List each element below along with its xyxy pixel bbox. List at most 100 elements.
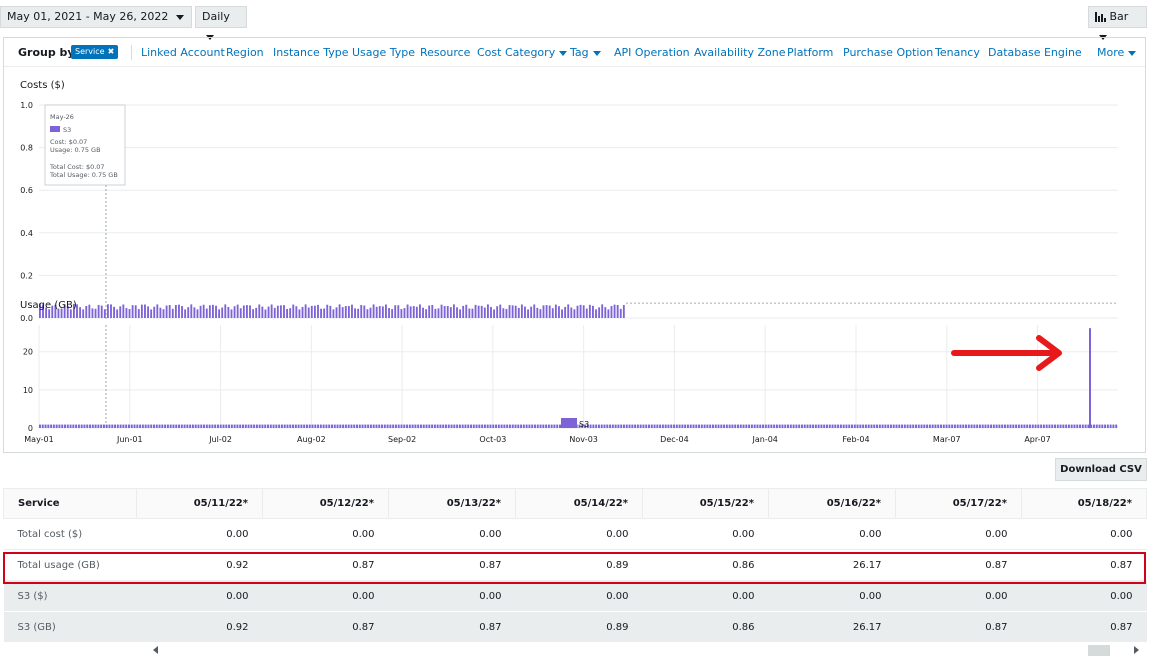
- cost-bar: [443, 306, 446, 318]
- usage-bar: [483, 424, 486, 428]
- scrollbar-thumb[interactable]: [1088, 645, 1110, 656]
- column-header[interactable]: Service: [3, 488, 137, 519]
- cost-bar: [588, 304, 591, 318]
- table-cell: 0.87: [895, 611, 1022, 643]
- usage-bar: [1106, 424, 1109, 428]
- group-by-usage-type[interactable]: Usage Type: [352, 46, 416, 59]
- granularity-dropdown[interactable]: Daily: [195, 6, 247, 40]
- cost-bar: [622, 304, 625, 318]
- group-by-purchase-option[interactable]: Purchase Option: [843, 46, 934, 59]
- cost-bar: [502, 308, 505, 318]
- usage-bar: [698, 424, 701, 428]
- column-header[interactable]: 05/17/22*: [895, 488, 1022, 519]
- column-header[interactable]: 05/15/22*: [642, 488, 769, 519]
- group-by-more[interactable]: More: [1097, 46, 1137, 59]
- usage-bar: [433, 424, 436, 428]
- cost-bar: [425, 309, 428, 318]
- cost-bar: [295, 306, 298, 318]
- usage-bar: [69, 424, 72, 428]
- table-cell: 0.00: [895, 518, 1022, 550]
- group-by-api-operation[interactable]: API Operation: [614, 46, 690, 59]
- group-by-region[interactable]: Region: [226, 46, 264, 59]
- cost-bar: [545, 305, 548, 318]
- usage-bar: [1045, 424, 1048, 428]
- column-header[interactable]: 05/11/22*: [136, 488, 263, 519]
- usage-bar: [369, 424, 372, 428]
- usage-bar: [917, 424, 920, 428]
- usage-bar: [753, 424, 756, 428]
- cost-bar: [137, 309, 140, 318]
- usage-bar: [492, 424, 495, 428]
- usage-bar: [358, 424, 361, 428]
- scroll-left-arrow-icon[interactable]: [153, 646, 158, 654]
- usage-bar: [547, 424, 550, 428]
- table-cell: 0.87: [895, 549, 1022, 581]
- usage-bar: [1051, 424, 1054, 428]
- cost-bar: [218, 309, 221, 318]
- group-by-instance-type[interactable]: Instance Type: [273, 46, 349, 59]
- cost-bar: [474, 304, 477, 318]
- cost-bar: [601, 304, 604, 318]
- cost-bar: [419, 304, 421, 318]
- cost-bar: [582, 305, 585, 318]
- usage-bar: [795, 424, 798, 428]
- tooltip-cost: Cost: $0.07: [50, 138, 87, 146]
- usage-bar: [956, 424, 959, 428]
- cost-bar: [511, 305, 514, 318]
- group-by-chip-service[interactable]: Service ✖: [71, 45, 119, 59]
- cost-bar: [171, 308, 174, 318]
- usage-bar: [428, 424, 431, 428]
- cost-bar: [422, 307, 424, 318]
- usage-bar: [545, 424, 548, 428]
- cost-bar: [69, 309, 72, 318]
- cost-bar: [452, 304, 455, 318]
- usage-bar: [406, 424, 409, 428]
- cost-bar: [595, 309, 597, 318]
- usage-bar: [942, 424, 945, 428]
- cost-bar: [279, 305, 282, 318]
- column-header[interactable]: 05/14/22*: [515, 488, 643, 519]
- cost-bar: [338, 304, 341, 318]
- group-by-tenancy[interactable]: Tenancy: [935, 46, 980, 59]
- group-by-label: Group by:: [18, 46, 79, 59]
- usage-bar: [153, 424, 155, 428]
- chart-style-dropdown[interactable]: Bar: [1088, 6, 1147, 40]
- usage-bar: [820, 424, 823, 428]
- column-header[interactable]: 05/16/22*: [768, 488, 896, 519]
- usage-bar: [731, 424, 734, 428]
- column-header[interactable]: 05/12/22*: [262, 488, 389, 519]
- usage-bar: [817, 424, 820, 428]
- download-csv-button[interactable]: Download CSV: [1055, 458, 1147, 481]
- column-header[interactable]: 05/18/22*: [1021, 488, 1147, 519]
- usage-bar: [675, 424, 678, 428]
- table-horizontal-scrollbar[interactable]: [3, 642, 1146, 660]
- group-by-tag[interactable]: Tag: [570, 46, 601, 59]
- usage-bar: [714, 424, 717, 428]
- date-range-dropdown[interactable]: May 01, 2021 - May 26, 2022: [0, 6, 192, 28]
- cost-bar: [573, 309, 576, 318]
- legend-label: S3: [579, 420, 589, 429]
- scroll-right-arrow-icon[interactable]: [1134, 646, 1139, 654]
- column-header[interactable]: 05/13/22*: [388, 488, 516, 519]
- usage-bar: [236, 424, 239, 428]
- cost-bar: [249, 305, 251, 318]
- usage-bar: [311, 424, 314, 428]
- legend-swatch: [561, 418, 577, 428]
- close-icon[interactable]: ✖: [107, 47, 115, 56]
- tooltip-date: May-26: [50, 113, 74, 121]
- group-by-availability-zone[interactable]: Availability Zone: [694, 46, 786, 59]
- table-header-row: Service 05/11/22* 05/12/22* 05/13/22* 05…: [3, 488, 1147, 519]
- y-tick-label: 0.4: [20, 229, 33, 238]
- group-by-linked-account[interactable]: Linked Account: [141, 46, 225, 59]
- usage-bar: [1079, 424, 1082, 428]
- usage-bar: [976, 424, 979, 428]
- cost-bar: [307, 307, 310, 318]
- group-by-resource[interactable]: Resource: [420, 46, 471, 59]
- group-by-cost-category[interactable]: Cost Category: [477, 46, 568, 59]
- cost-bar: [326, 304, 329, 318]
- usage-bar: [920, 424, 923, 428]
- group-by-database-engine[interactable]: Database Engine: [988, 46, 1082, 59]
- table-cell: 0.87: [388, 611, 516, 643]
- group-by-platform[interactable]: Platform: [787, 46, 834, 59]
- cost-bar: [292, 304, 295, 318]
